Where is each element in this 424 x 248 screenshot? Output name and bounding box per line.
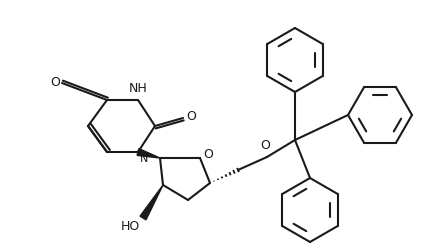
- Polygon shape: [140, 185, 163, 220]
- Text: O: O: [50, 75, 60, 89]
- Text: O: O: [260, 139, 270, 152]
- Text: NH: NH: [128, 82, 148, 95]
- Text: O: O: [203, 148, 213, 160]
- Text: N: N: [140, 154, 148, 164]
- Text: HO: HO: [121, 220, 140, 233]
- Polygon shape: [137, 149, 160, 158]
- Text: O: O: [186, 111, 196, 124]
